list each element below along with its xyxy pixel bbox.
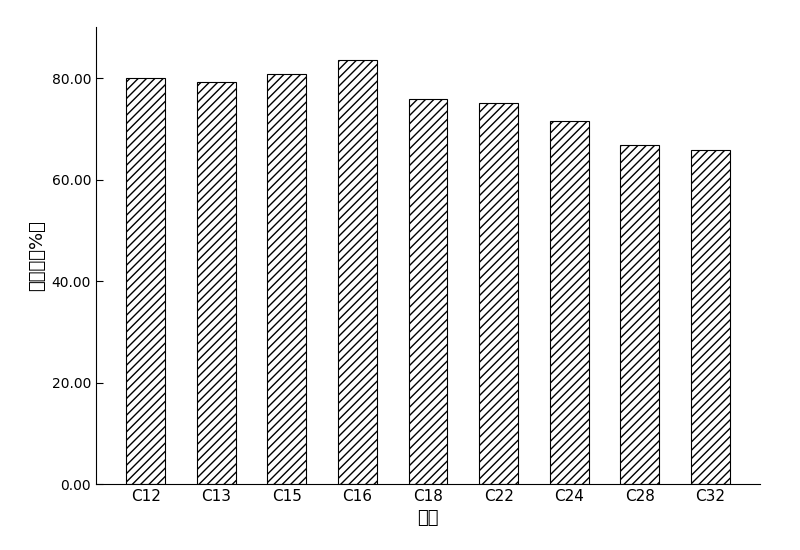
Bar — [620, 145, 659, 484]
Bar — [338, 60, 377, 484]
Bar — [267, 74, 306, 484]
Bar — [691, 150, 730, 484]
Bar — [197, 82, 236, 484]
Bar — [550, 122, 589, 484]
Bar — [126, 78, 165, 484]
Y-axis label: 降解率（%）: 降解率（%） — [28, 221, 46, 291]
Bar — [479, 102, 518, 484]
Bar — [409, 98, 447, 484]
X-axis label: 烷烃: 烷烃 — [418, 509, 438, 527]
